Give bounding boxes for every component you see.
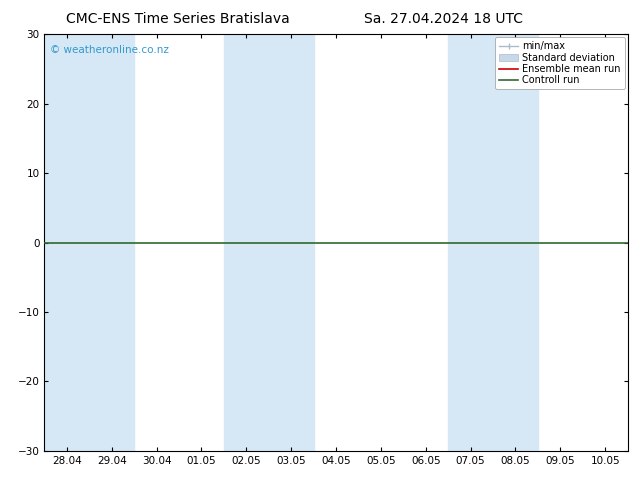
Bar [448,34,493,451]
Text: © weatheronline.co.nz: © weatheronline.co.nz [50,45,169,55]
Bar [269,34,314,451]
Legend: min/max, Standard deviation, Ensemble mean run, Controll run: min/max, Standard deviation, Ensemble me… [495,37,624,89]
Text: CMC-ENS Time Series Bratislava: CMC-ENS Time Series Bratislava [66,12,289,26]
Bar [89,34,134,451]
Text: Sa. 27.04.2024 18 UTC: Sa. 27.04.2024 18 UTC [365,12,523,26]
Bar [44,34,89,451]
Bar [224,34,269,451]
Bar [493,34,538,451]
